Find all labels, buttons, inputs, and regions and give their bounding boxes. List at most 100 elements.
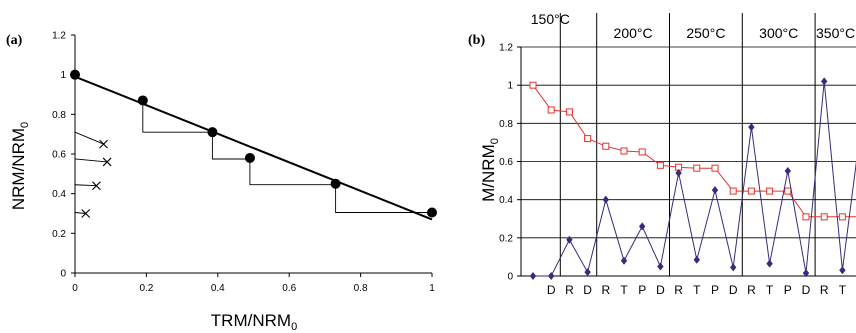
panel-b-series-1-marker: [838, 213, 846, 221]
panel-a-y-tick-label: 0.2: [52, 229, 66, 240]
panel-a-data-point: [70, 69, 80, 80]
panel-b-step-label: D: [547, 283, 556, 297]
panel-a-axes: [74, 35, 432, 274]
panel-b-step-label: T: [839, 283, 847, 297]
panel-b-step-label: D: [729, 283, 738, 297]
panel-b-step-label: R: [820, 283, 829, 297]
panel-a-check-line: [74, 131, 104, 145]
panel-a-data-point: [427, 207, 437, 218]
panel-b-y-axis-label: M/NRM0: [479, 138, 501, 202]
panel-b-y-tick-label: 0.2: [499, 233, 513, 244]
panel-b-y-tick-label: 1.2: [499, 43, 513, 54]
panel-a-step-path: [142, 100, 432, 213]
panel-b-y-tick-label: 0.6: [499, 157, 513, 168]
panel-b-series-2-marker: [766, 259, 773, 268]
panel-a-x-tick-label: 0.6: [282, 283, 296, 294]
panel-a-check-marker: [92, 181, 101, 191]
panel-a-data-point: [330, 178, 341, 189]
panel-b-label: (b): [468, 33, 485, 48]
panel-a-y-axis-label: NRM/NRM0: [9, 122, 31, 210]
panel-a-data-point: [244, 152, 255, 163]
panel-b-series-1-marker: [820, 213, 828, 221]
panel-a-check-line: [74, 212, 86, 214]
panel-b-chart: (b) 0 0.2 0.4 0.6 0.8 1 1.2 150°C 200°C 250°C 300…: [468, 11, 856, 297]
panel-b-series-2-marker: [821, 77, 828, 86]
panel-b-step-label: D: [656, 283, 665, 297]
panel-b-series-2-marker: [693, 255, 700, 264]
panel-a-y-tick-label: 0.8: [52, 110, 66, 121]
panel-b-series-1-marker: [584, 135, 592, 143]
panel-a-x-tick-label: 1: [429, 283, 435, 294]
panel-a-y-tick-label: 0.4: [52, 189, 66, 200]
panel-a-fit-line: [74, 75, 433, 221]
panel-b-ticks: 0 0.2 0.4 0.6 0.8 1 1.2: [499, 43, 521, 283]
panel-a-ticks: 0 0.2 0.4 0.6 0.8 1 1.2 0 0.2 0.4 0.6 0.8 1: [52, 31, 435, 295]
panel-b-series-1-marker: [656, 161, 664, 169]
panel-b-step-label: R: [565, 283, 574, 297]
panel-b-temperature-label: 350°C: [816, 25, 855, 41]
panel-a-check-line: [74, 158, 108, 163]
panel-b-series-2-marker: [711, 186, 719, 195]
panel-a-check-marker: [99, 139, 108, 149]
panel-a-y-tick-label: 0: [60, 269, 66, 280]
panel-b-temperature-sections: 150°C 200°C 250°C 300°C 350°C: [531, 11, 855, 276]
panel-a-x-tick-label: 0.4: [211, 283, 225, 294]
panel-b-series-1-marker: [784, 187, 792, 195]
panel-a-check-line: [74, 184, 97, 187]
panel-b-step-label: T: [766, 283, 774, 297]
panel-a-points: [70, 69, 437, 218]
panel-a-check-marker: [81, 209, 91, 218]
panel-b-y-tick-label: 0.4: [499, 195, 513, 206]
panel-b-series-2-marker: [802, 269, 810, 278]
panel-b-series-2-marker: [602, 195, 609, 204]
panel-b-series-line-1: [532, 84, 856, 218]
panel-b-y-tick-label: 0.8: [499, 119, 513, 130]
panel-b-series-2-marker: [657, 262, 664, 271]
panel-b-series-line-2: [533, 81, 856, 277]
panel-b-series-1-marker: [529, 81, 537, 89]
panel-b-series-2-marker: [675, 168, 682, 177]
panel-a-check-marker: [102, 157, 112, 167]
panel-a-label: (a): [6, 33, 23, 48]
panel-b-series-1-marker: [638, 148, 646, 156]
panel-b-series-1-marker: [693, 164, 701, 172]
panel-a-x-axis-label: TRM/NRM0: [211, 311, 297, 333]
panel-b-series-2-marker: [548, 272, 555, 280]
panel-a-data-point: [207, 127, 218, 138]
panel-b-y-tick-label: 0: [507, 272, 513, 283]
panel-a-x-tick-label: 0.2: [139, 283, 153, 294]
panel-a-y-tick-label: 1: [60, 70, 66, 81]
panel-b-step-label: P: [711, 283, 719, 297]
panel-b-series-1-marker: [711, 164, 719, 172]
panel-a-y-tick-label: 1.2: [52, 31, 66, 42]
panel-b-step-label: T: [693, 283, 701, 297]
panel-b-series-1-marker: [766, 187, 774, 195]
panel-b-series-1-marker: [547, 106, 555, 114]
panel-b-temperature-label: 200°C: [614, 25, 653, 41]
panel-b-step-label: P: [638, 283, 646, 297]
panel-b-step-label: R: [747, 283, 756, 297]
panel-a-best-fit-line: [74, 75, 433, 221]
panel-b-series-1-marker: [802, 213, 810, 221]
panel-a-x-tick-label: 0: [72, 283, 78, 294]
panel-b-step-label: D: [802, 283, 811, 297]
panel-b-series-2-marker: [784, 167, 791, 176]
panel-b-step-label: R: [674, 283, 683, 297]
panel-b-series-2-marker: [620, 256, 628, 265]
panel-b-series-2-marker: [730, 263, 737, 272]
panel-b-temperature-label: 300°C: [759, 25, 798, 41]
panel-b-series-2-marker: [529, 272, 537, 280]
panel-a-y-tick-label: 0.6: [52, 150, 66, 161]
panel-b-temperature-label: 250°C: [686, 25, 725, 41]
panel-b-step-label: R: [601, 283, 610, 297]
panel-b-series-1-marker: [620, 147, 628, 155]
panel-a-step-line: [142, 100, 432, 213]
panel-b-temperature-label: 150°C: [531, 11, 570, 27]
panel-a-ptrm-checks: [74, 131, 112, 218]
panel-b-series-1-marker: [747, 187, 755, 195]
panel-a-data-point: [137, 95, 148, 106]
panel-b-series-1-marker: [602, 142, 610, 150]
panel-a-chart: (a) 0 0.2 0.4 0.6 0.8 1 1.2 0 0.2 0.4 0.6 0.8 1 NRM/…: [6, 31, 437, 333]
